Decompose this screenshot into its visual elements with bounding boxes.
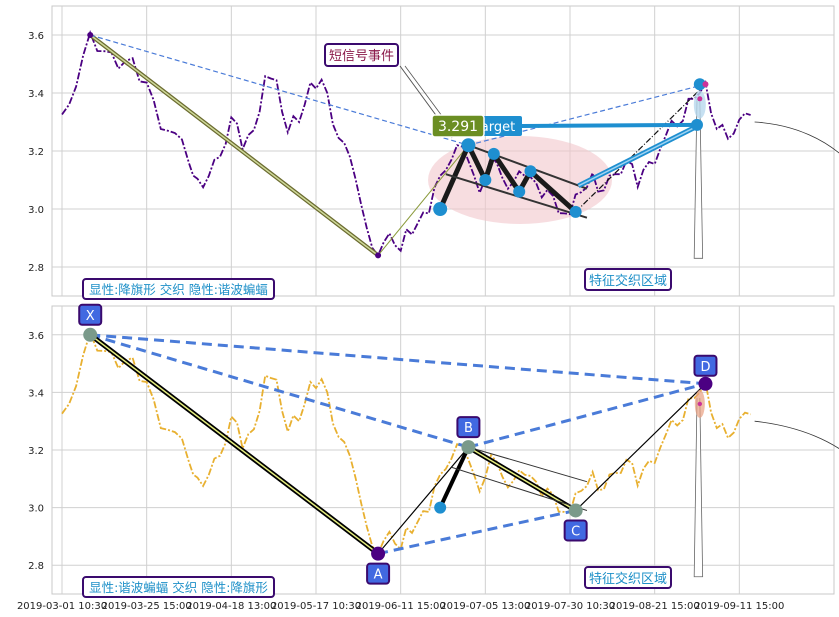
flag-upper — [468, 446, 588, 483]
zone-dot — [697, 401, 703, 407]
pivot-d — [702, 81, 709, 88]
flag-lower — [451, 466, 588, 511]
projection-curve — [754, 121, 839, 154]
target-leader — [521, 122, 700, 128]
price-line — [61, 29, 751, 258]
pivot-point — [487, 147, 500, 160]
y-tick-label: 3.0 — [28, 205, 44, 216]
pivot-point — [693, 78, 706, 91]
flag-pole — [438, 446, 471, 509]
pivot-a — [375, 252, 382, 259]
point-label-box — [563, 519, 588, 542]
top-legend-box: 显性:降旗形 交织 隐性:谐波蝙蝠 — [82, 278, 275, 300]
pivot-point — [569, 205, 582, 218]
pivot-x — [83, 327, 98, 342]
dashed-bd — [468, 382, 706, 449]
pivot-point — [691, 118, 703, 131]
pivot-d — [698, 376, 713, 391]
event-label: 短信号事件 — [329, 49, 394, 64]
price-line — [61, 329, 751, 556]
x-tick-label: 2019-04-18 13:00 — [186, 601, 276, 612]
event-callout: 短信号事件 — [324, 43, 457, 139]
x-tick-label: 2019-07-30 10:30 — [525, 601, 615, 612]
leg-bc-inner — [468, 446, 577, 512]
y-tick-label: 3.0 — [28, 504, 44, 515]
bottom-zone-label: 特征交织区域 — [589, 571, 667, 587]
x-tick-label: 2019-03-01 10:30 — [17, 601, 107, 612]
pivot-a — [371, 546, 386, 561]
point-label-a: A — [374, 568, 383, 583]
leg-xa-inner — [89, 334, 379, 555]
top-price-series — [61, 29, 839, 258]
bottom-price-series — [61, 329, 839, 556]
price-label: 3.291 — [438, 119, 478, 135]
top-legend-text: 显性:降旗形 交织 隐性:谐波蝙蝠 — [89, 282, 268, 297]
zone-marker — [693, 98, 704, 259]
leg-xa-inner — [89, 34, 379, 256]
y-tick-label: 3.2 — [28, 147, 44, 158]
zone-dot — [697, 96, 703, 102]
point-label-b: B — [464, 421, 473, 436]
y-tick-label: 3.6 — [28, 331, 44, 342]
x-tick-label: 2019-05-17 10:30 — [271, 601, 361, 612]
pivot-point — [433, 202, 448, 216]
bottom-legend-box: 显性:谐波蝙蝠 交织 隐性:降旗形 — [82, 576, 275, 598]
y-tick-label: 3.4 — [28, 388, 44, 399]
pivot-point — [479, 174, 492, 186]
leg-ab — [377, 144, 469, 256]
pivot-point — [513, 185, 526, 198]
pivot-point — [524, 165, 537, 178]
zone-marker — [693, 398, 704, 578]
target-path-inner — [578, 124, 701, 187]
point-label-d: D — [700, 360, 710, 375]
top-y-axis: 2.8 3.0 3.2 3.4 3.6 — [28, 31, 44, 274]
pivot-c — [568, 503, 583, 518]
bottom-pattern-overlay: X A B C D — [78, 303, 718, 585]
pivot-point — [434, 501, 447, 514]
point-label-box — [366, 562, 391, 585]
top-zone-label: 特征交织区域 — [589, 273, 667, 289]
y-tick-label: 3.6 — [28, 31, 44, 42]
point-label-box — [693, 354, 718, 377]
target-callout: arget 3.291 — [431, 114, 522, 138]
x-tick-label: 2019-07-05 13:00 — [440, 601, 530, 612]
dashed-xb — [89, 333, 469, 449]
pivot-b — [461, 440, 476, 455]
dashed-xd — [90, 333, 706, 386]
bottom-y-axis: 2.8 3.0 3.2 3.4 3.6 — [28, 331, 44, 572]
y-tick-label: 3.2 — [28, 446, 44, 457]
point-label-x: X — [86, 309, 95, 324]
x-tick-label: 2019-09-11 15:00 — [694, 601, 784, 612]
y-tick-label: 2.8 — [28, 263, 44, 274]
bottom-legend-text: 显性:谐波蝙蝠 交织 隐性:降旗形 — [89, 580, 268, 595]
point-label-c: C — [571, 524, 580, 539]
top-grid — [52, 6, 834, 296]
zone-glow — [693, 90, 706, 119]
top-zone-callout: 特征交织区域 — [584, 268, 672, 291]
dashed-xb — [90, 34, 469, 146]
leg-cd — [575, 383, 706, 511]
y-tick-label: 3.4 — [28, 89, 44, 100]
y-tick-label: 2.8 — [28, 561, 44, 572]
dashdot-cd — [575, 83, 706, 213]
point-label-box — [78, 303, 103, 326]
bottom-zone-callout: 特征交织区域 — [584, 566, 672, 589]
target-label: arget — [481, 120, 515, 135]
top-pattern-overlay — [87, 32, 709, 259]
x-tick-label: 2019-06-11 15:00 — [356, 601, 446, 612]
x-tick-label: 2019-03-25 15:00 — [102, 601, 192, 612]
projection-curve — [754, 420, 839, 450]
point-label-box — [456, 416, 481, 439]
pivot-x — [87, 32, 94, 38]
pivot-point — [461, 138, 476, 153]
dashed-ac — [377, 509, 576, 556]
leg-ab — [377, 446, 469, 555]
x-tick-label: 2019-08-21 15:00 — [610, 601, 700, 612]
